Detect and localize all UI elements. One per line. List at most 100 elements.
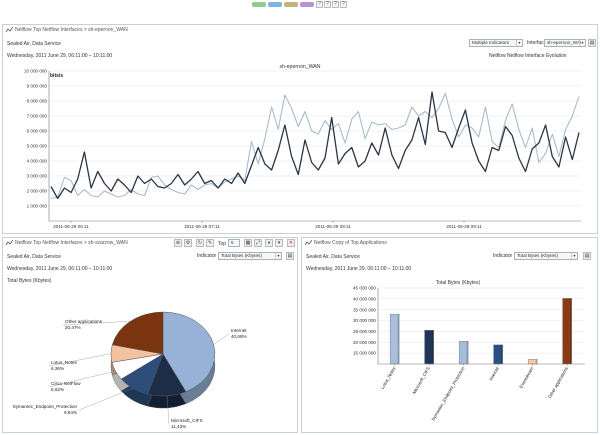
pie-label: Cisco NetFlow: [51, 381, 81, 386]
toolbar-pill-2[interactable]: [268, 2, 282, 7]
menu-icon[interactable]: ▾: [275, 239, 283, 247]
org-name: Sealed Air, Data Service: [306, 254, 360, 260]
pie-percent-label: 6,62%: [51, 387, 64, 392]
indicator-select-value: Total Bytes (Kbytes): [221, 253, 262, 258]
export-icon[interactable]: ▤: [588, 39, 596, 47]
zoom-icon[interactable]: ⊕: [174, 239, 182, 247]
chevron-down-icon: ▾: [516, 40, 522, 46]
x-tick-label: 2011-06-29 06:11: [53, 224, 89, 229]
indicator-label: Indicator: [197, 253, 217, 259]
edit-icon[interactable]: ✎: [206, 239, 214, 247]
x-tick-label: Lotus_Notes: [380, 365, 397, 390]
indicators-select[interactable]: Multiple Indicators ▾: [469, 39, 523, 47]
indicator-label: Indicator: [493, 253, 513, 259]
y-tick-label: 3 000 000: [27, 174, 48, 179]
x-tick-label: 2011-06-29 07:11: [184, 224, 220, 229]
indicator-select[interactable]: Total Bytes (Kbytes) ▾: [514, 252, 578, 260]
refresh-icon[interactable]: ↻: [196, 239, 204, 247]
pie-percent-label: 6,36%: [51, 366, 64, 371]
x-tick-label: 2011-06-29 09:11: [446, 224, 482, 229]
export-icon[interactable]: ▤: [583, 252, 591, 260]
pie-leader-line: [48, 353, 112, 367]
y-tick-label: 5 000 000: [27, 144, 48, 149]
section-title: Total Bytes (Kbytes): [7, 278, 52, 284]
bar-shade: [397, 314, 400, 364]
panel-interface-evolution: Netflow Top Netflow Interfaces > sh-eper…: [2, 24, 598, 234]
pie-label: Other applications: [65, 319, 103, 324]
chart-title: sh-epernon_WAN: [279, 64, 320, 70]
period: Wednesday, 2011 June 29, 06:11:00 – 10:1…: [7, 266, 113, 272]
toolbar-icon-1[interactable]: ?: [316, 1, 323, 8]
chevron-down-icon: ▾: [579, 40, 585, 46]
toolbar-icon-3[interactable]: ?: [332, 1, 339, 8]
evolution-title: Netflow Netflow Interface Evolution: [489, 53, 567, 59]
pie-label: Internet: [231, 328, 247, 333]
org-name: Sealed Air, Data Service: [7, 41, 61, 47]
x-tick-label: 2011-06-29 08:11: [315, 224, 351, 229]
toolbar-icon-4[interactable]: ?: [340, 1, 347, 8]
pie-percent-label: 20,47%: [65, 325, 81, 330]
panel-top-interfaces-pie: Netflow Top Netflow Interfaces > sh-szar…: [2, 237, 298, 433]
pie-leader-line: [166, 395, 170, 425]
period: Wednesday, 2011 June 29, 06:11:00 – 10:1…: [7, 53, 113, 59]
expand-icon[interactable]: ⤢: [254, 239, 262, 247]
table-icon[interactable]: ▦: [244, 239, 252, 247]
x-tick-label: Microsoft_CIFS: [412, 366, 431, 395]
indicators-select-value: Multiple Indicators: [472, 40, 510, 45]
toolbar-pill-3[interactable]: [284, 2, 298, 7]
x-tick-label: Internet: [488, 365, 500, 381]
toolbar-pill-4[interactable]: [300, 2, 314, 7]
x-tick-label: Eventdream: [518, 366, 534, 389]
bar-shade: [570, 298, 572, 364]
y-tick-label: 7 000 000: [27, 114, 48, 119]
breadcrumb[interactable]: Netflow Copy of Top Applications: [314, 240, 387, 246]
pie-label: Microsoft_CIFS: [171, 418, 203, 423]
y-tick-label: 15 000 000: [353, 351, 376, 356]
chevron-down-icon: ▾: [275, 253, 281, 259]
netflow-icon: [6, 27, 13, 33]
y-tick-label: 20 000 000: [353, 340, 376, 345]
breadcrumb[interactable]: Netflow Top Netflow Interfaces > sh-szar…: [15, 240, 128, 246]
y-tick-label: 8 000 000: [27, 99, 48, 104]
series-line-light: [50, 92, 580, 200]
y-tick-label: 6 000 000: [27, 129, 48, 134]
pie-slice: [162, 311, 216, 393]
toolbar-pill-1[interactable]: [252, 2, 266, 7]
y-axis-unit: bits/s: [50, 73, 63, 79]
top-n-input[interactable]: 5: [228, 239, 240, 247]
indicator-select-value: Total Bytes (Kbytes): [517, 253, 558, 258]
y-tick-label: 9 000 000: [27, 84, 48, 89]
bar-shade: [432, 330, 434, 364]
pie-label: Lotus_Notes: [51, 360, 77, 365]
bar-chart-title: Total Bytes (Kbytes): [436, 280, 481, 286]
breadcrumb[interactable]: Netflow Top Netflow Interfaces > sh-eper…: [15, 27, 128, 33]
close-icon[interactable]: ✕: [287, 239, 295, 247]
y-tick-label: 2 000 000: [27, 189, 48, 194]
pie-leader-line: [48, 370, 116, 388]
y-tick-label: 4 000 000: [27, 159, 48, 164]
org-name: Sealed Air, Data Service: [7, 254, 61, 260]
y-tick-label: 25 000 000: [353, 329, 376, 334]
indicator-select[interactable]: Total Bytes (Kbytes) ▾: [218, 252, 282, 260]
settings-icon[interactable]: ⚙: [184, 239, 192, 247]
y-tick-label: 40 000 000: [353, 296, 376, 301]
netflow-icon: [305, 240, 312, 246]
panel-top-applications-bar: Netflow Copy of Top Applications Sealed …: [301, 237, 598, 433]
interface-select[interactable]: sh-epernon_WAI ▾: [544, 39, 586, 47]
bar-shade: [466, 341, 469, 364]
bar-shade: [501, 344, 503, 364]
period: Wednesday, 2011 June 29, 06:11:00 – 10:1…: [306, 266, 412, 272]
netflow-icon: [6, 240, 13, 246]
x-tick-label: Other applications: [547, 365, 569, 399]
pie-leader-line: [213, 333, 230, 345]
pie-label: Symantec_Endpoint_Protection: [13, 404, 78, 409]
chevron-down-icon: ▾: [571, 253, 577, 259]
interface-select-value: sh-epernon_WAI: [547, 40, 582, 45]
line-chart: sh-epernon_WAN bits/s 1 000 000 2 000 000…: [24, 64, 581, 229]
toolbar-icon-2[interactable]: ?: [324, 1, 331, 8]
export-icon[interactable]: ▤: [286, 252, 294, 260]
pie-leader-line: [78, 388, 134, 411]
y-tick-label: 45 000 000: [353, 286, 376, 291]
add-icon[interactable]: ●: [265, 239, 273, 247]
